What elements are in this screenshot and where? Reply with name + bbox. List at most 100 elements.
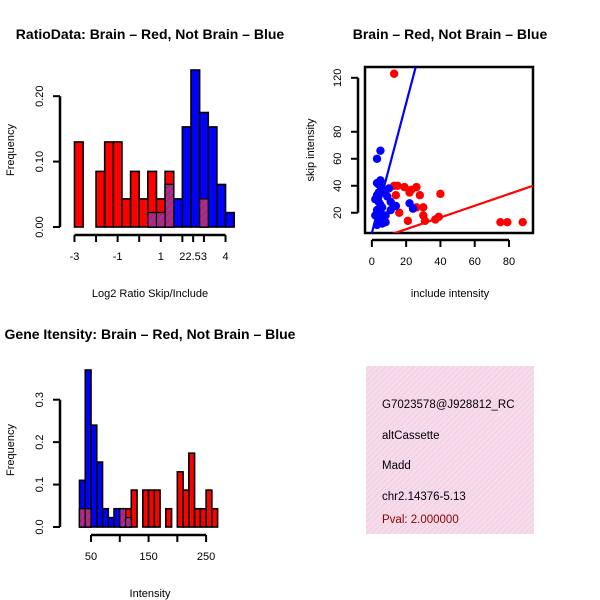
info-panel-background [366, 366, 534, 534]
scatter-point-not-brain [377, 219, 387, 228]
info-pval: Pval: 2.000000 [382, 514, 459, 526]
ratio-x-tick-label: 3 [201, 251, 207, 263]
ratio-bar-not-brain [207, 126, 218, 228]
ratio-x-tick-label: -1 [113, 251, 123, 263]
ratio-bar-not-brain [181, 126, 192, 228]
scatter-x-tick-label: 40 [434, 256, 446, 268]
intensity-bar-brain [142, 489, 150, 528]
intensity-bar-overlap-hatch [78, 508, 86, 528]
ratio-bar-not-brain [216, 183, 227, 228]
ratio-bar-not-brain [172, 198, 184, 228]
scatter-x-tick-label: 20 [400, 256, 412, 268]
scatter-point-brain [395, 208, 404, 217]
scatter-point-brain [434, 212, 443, 222]
intensity-bar-overlap-hatch [124, 517, 132, 528]
intensity-bar-overlap-hatch [84, 508, 92, 528]
ratio-bar-not-brain [190, 69, 201, 228]
ratio-x-tick-label: -3 [70, 251, 80, 263]
intensity-bar-not-brain [101, 507, 110, 528]
ratio-bar-brain [95, 170, 106, 228]
scatter-xlabel: include intensity [411, 288, 490, 300]
ratio-histogram-panel: RatioData: Brain – Red, Not Brain – Blue… [5, 26, 284, 300]
info-event-type: altCassette [382, 430, 440, 442]
scatter-point-not-brain [391, 201, 401, 211]
intensity-bar-brain [193, 507, 202, 528]
intensity-y-tick-label: 0.1 [34, 477, 46, 492]
scatter-point-brain [400, 182, 409, 192]
intensity-bar-brain [153, 489, 161, 528]
scatter-point-not-brain [372, 154, 382, 163]
scatter-point-brain [412, 182, 421, 192]
intensity-bar-not-brain [95, 461, 104, 528]
ratio-histogram-axes: -3 -1 1 2 2.5 3 4 0.00 0.10 0.20 [34, 85, 229, 263]
ratio-y-tick-label: 0.20 [34, 85, 46, 106]
scatter-y-tick-label: 60 [332, 153, 344, 165]
scatter-point-brain [420, 216, 430, 226]
scatter-x-tick-label: 0 [369, 256, 375, 268]
scatter-point-brain [436, 189, 445, 199]
ratio-bar-overlap-hatch [147, 212, 158, 228]
scatter-y-tick-label: 20 [332, 207, 344, 219]
intensity-bar-brain [176, 471, 184, 528]
ratio-x-tick-label: 4 [222, 251, 228, 263]
intensity-bar-brain [188, 452, 196, 528]
intensity-histogram-ylabel: Frequency [5, 424, 17, 476]
info-location: chr2.14376-5.13 [382, 491, 466, 503]
scatter-x-tick-label: 60 [469, 256, 481, 268]
ratio-histogram-xlabel: Log2 Ratio Skip/Include [92, 288, 208, 300]
intensity-bar-not-brain [84, 369, 92, 528]
scatter-title: Brain – Red, Not Brain – Blue [353, 26, 548, 42]
ratio-histogram-ylabel: Frequency [5, 124, 17, 176]
ratio-bar-brain [121, 198, 132, 228]
intensity-bar-brain [205, 489, 213, 528]
ratio-y-tick-label: 0.10 [34, 151, 46, 172]
scatter-point-brain [393, 181, 402, 190]
scatter-point-brain [391, 191, 401, 200]
intensity-scatter-panel: Brain – Red, Not Brain – Blue 0 20 40 60 80 2… [305, 26, 547, 300]
intensity-histogram-axes: 50 150 250 0.0 0.1 0.2 0.3 [34, 392, 215, 563]
ratio-x-tick-label: 1 [158, 251, 164, 263]
ratio-y-tick-label: 0.00 [34, 216, 46, 237]
scatter-point-not-brain [376, 146, 385, 155]
scatter-axes: 0 20 40 60 80 20 40 60 80 120 [332, 69, 515, 268]
ratio-bar-brain [129, 170, 141, 228]
scatter-point-brain [419, 203, 428, 212]
info-panel: G7023578@J928812_RC altCassette Madd chr… [366, 366, 534, 534]
ratio-bar-overlap-hatch [155, 212, 166, 228]
scatter-point-brain [496, 218, 505, 227]
scatter-y-tick-label: 80 [332, 126, 344, 138]
ratio-x-tick-label: 2.5 [186, 251, 201, 263]
intensity-bar-brain [147, 489, 156, 528]
intensity-y-tick-label: 0.3 [34, 392, 46, 407]
ratio-bar-brain [73, 141, 84, 228]
scatter-points [371, 69, 527, 230]
intensity-bar-brain [182, 489, 190, 528]
intensity-bar-brain [130, 489, 138, 528]
scatter-y-tick-label: 40 [332, 180, 344, 192]
scatter-point-brain [389, 69, 399, 78]
ratio-x-tick-label: 2 [179, 251, 185, 263]
scatter-point-brain [403, 216, 413, 226]
intensity-histogram-panel: Gene Itensity: Brain – Red, Not Brain – … [5, 326, 296, 600]
scatter-x-tick-label: 80 [503, 256, 515, 268]
scatter-plot-box [363, 65, 535, 235]
ratio-bar-brain [112, 141, 123, 228]
scatter-point-not-brain [384, 184, 394, 193]
intensity-y-tick-label: 0.0 [34, 519, 46, 534]
ratio-histogram-bars [73, 69, 235, 228]
intensity-bar-brain [165, 507, 173, 528]
scatter-point-brain [503, 218, 512, 227]
intensity-bar-not-brain [107, 516, 115, 528]
intensity-bar-overlap-hatch [119, 508, 127, 528]
info-gene-name: Madd [382, 460, 411, 472]
intensity-histogram-title: Gene Itensity: Brain – Red, Not Brain – … [5, 326, 296, 342]
scatter-fit-brain [391, 184, 533, 233]
ratio-bar-not-brain [224, 211, 235, 228]
ratio-bar-overlap-hatch [199, 198, 209, 228]
scatter-point-not-brain [381, 211, 390, 220]
scatter-ylabel: skip intensity [305, 118, 317, 181]
scatter-point-not-brain [408, 204, 418, 213]
intensity-x-tick-label: 150 [139, 551, 157, 563]
intensity-x-tick-label: 250 [197, 551, 215, 563]
